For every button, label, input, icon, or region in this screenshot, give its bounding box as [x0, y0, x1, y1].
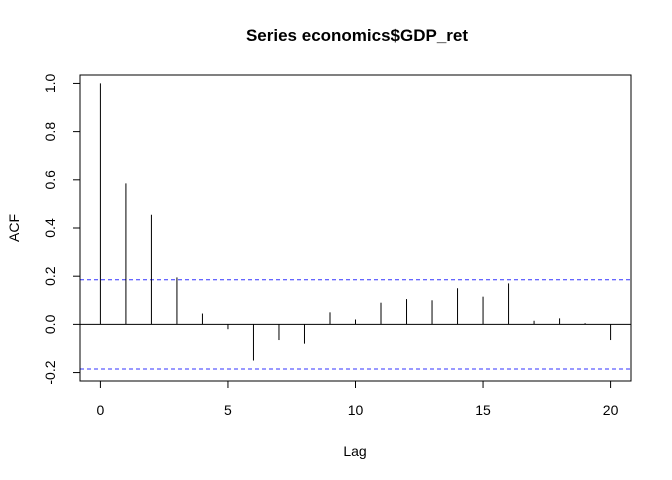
x-tick-label: 20 [603, 402, 619, 418]
chart-title: Series economics$GDP_ret [246, 26, 468, 45]
y-tick-label: 0.4 [42, 218, 58, 238]
x-tick-label: 15 [475, 402, 491, 418]
y-tick-label: 0.8 [42, 122, 58, 142]
x-tick-label: 5 [224, 402, 232, 418]
y-tick-label: -0.2 [42, 360, 58, 384]
y-tick-label: 0.2 [42, 266, 58, 286]
y-tick-label: 0.6 [42, 170, 58, 190]
y-axis-label: ACF [6, 214, 22, 242]
x-tick-label: 0 [97, 402, 105, 418]
plot-frame [79, 74, 632, 382]
x-axis-label: Lag [343, 443, 366, 459]
y-tick-label: 1.0 [42, 73, 58, 93]
y-tick-label: 0.0 [42, 314, 58, 334]
x-tick-label: 10 [348, 402, 364, 418]
